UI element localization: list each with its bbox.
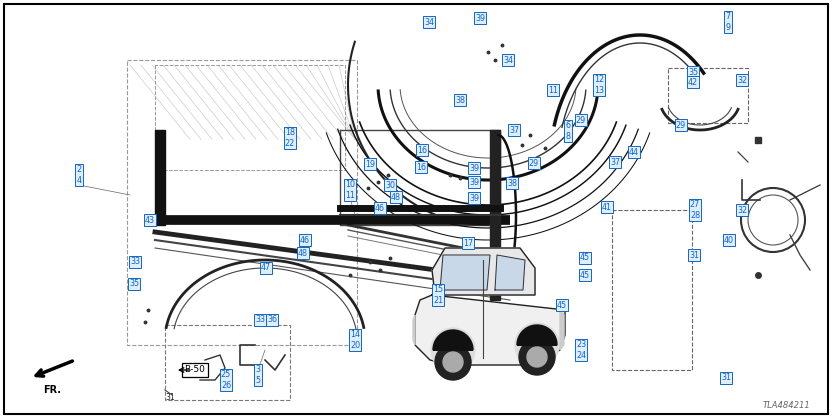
Circle shape [431, 328, 475, 372]
Bar [612, 210, 692, 370]
Text: 29: 29 [576, 116, 586, 124]
Text: 38: 38 [455, 96, 465, 104]
Polygon shape [517, 325, 557, 345]
Polygon shape [155, 130, 165, 225]
Polygon shape [440, 255, 490, 290]
Text: 37: 37 [610, 158, 620, 166]
Text: 16: 16 [417, 145, 427, 155]
Text: 39: 39 [469, 194, 479, 202]
Text: 41: 41 [602, 202, 612, 212]
Text: 18
22: 18 22 [285, 128, 295, 148]
Text: 23
24: 23 24 [576, 340, 586, 360]
Circle shape [515, 323, 559, 367]
Text: 31: 31 [689, 251, 699, 259]
Text: 33: 33 [255, 316, 265, 324]
Text: 29: 29 [676, 121, 686, 129]
Text: 17: 17 [463, 238, 473, 248]
Text: 47: 47 [261, 264, 271, 272]
Circle shape [527, 347, 547, 367]
Text: FR.: FR. [43, 385, 61, 395]
Text: 32: 32 [737, 75, 747, 85]
Text: 30: 30 [385, 181, 395, 189]
Text: 31: 31 [165, 393, 175, 403]
Polygon shape [490, 130, 500, 300]
Text: 40: 40 [724, 235, 734, 245]
Polygon shape [495, 255, 525, 290]
Text: 16: 16 [416, 163, 426, 171]
Text: 37: 37 [509, 126, 519, 134]
Text: 44: 44 [629, 147, 639, 157]
Circle shape [435, 344, 471, 380]
Polygon shape [413, 315, 415, 345]
Bar [127, 60, 357, 345]
Text: 19: 19 [365, 160, 375, 168]
Text: 7
9: 7 9 [726, 12, 731, 32]
Text: 43: 43 [145, 215, 155, 225]
Text: 46: 46 [300, 235, 310, 245]
Text: 46: 46 [375, 204, 385, 212]
Bar [165, 325, 290, 400]
Text: 48: 48 [298, 248, 308, 258]
Text: 39: 39 [475, 13, 485, 23]
Polygon shape [433, 330, 473, 350]
Text: 39: 39 [469, 163, 479, 173]
Text: 2
4: 2 4 [77, 166, 82, 185]
Text: 42: 42 [688, 78, 698, 86]
Bar [668, 68, 748, 123]
Text: 45: 45 [557, 300, 567, 310]
Text: 11: 11 [548, 85, 558, 95]
Text: B-50: B-50 [185, 365, 206, 375]
Circle shape [443, 352, 463, 372]
Text: 32: 32 [737, 205, 747, 215]
Text: 15
21: 15 21 [433, 285, 443, 305]
Text: 34: 34 [424, 18, 434, 26]
Text: 25
26: 25 26 [221, 370, 231, 390]
Text: 38: 38 [507, 178, 517, 187]
Text: 34: 34 [503, 55, 513, 65]
Text: 27
28: 27 28 [690, 200, 700, 220]
Text: 45: 45 [580, 271, 590, 279]
Polygon shape [560, 310, 564, 350]
Text: 35: 35 [129, 279, 139, 289]
Text: 48: 48 [391, 192, 401, 202]
Text: 3
5: 3 5 [256, 365, 261, 385]
Polygon shape [415, 295, 565, 365]
Text: 39: 39 [469, 178, 479, 186]
Text: 6
8: 6 8 [566, 121, 571, 141]
Polygon shape [432, 248, 535, 295]
Text: 45: 45 [580, 253, 590, 262]
Text: 10
11: 10 11 [345, 180, 355, 200]
Text: 12
13: 12 13 [594, 75, 604, 95]
Circle shape [519, 339, 555, 375]
Text: TLA484211: TLA484211 [762, 401, 810, 409]
Text: 36: 36 [267, 316, 277, 324]
Text: 35: 35 [688, 67, 698, 77]
Text: 14
20: 14 20 [350, 330, 360, 350]
Text: 29: 29 [529, 158, 539, 168]
Text: 33: 33 [130, 258, 140, 266]
Text: 31: 31 [721, 373, 731, 383]
